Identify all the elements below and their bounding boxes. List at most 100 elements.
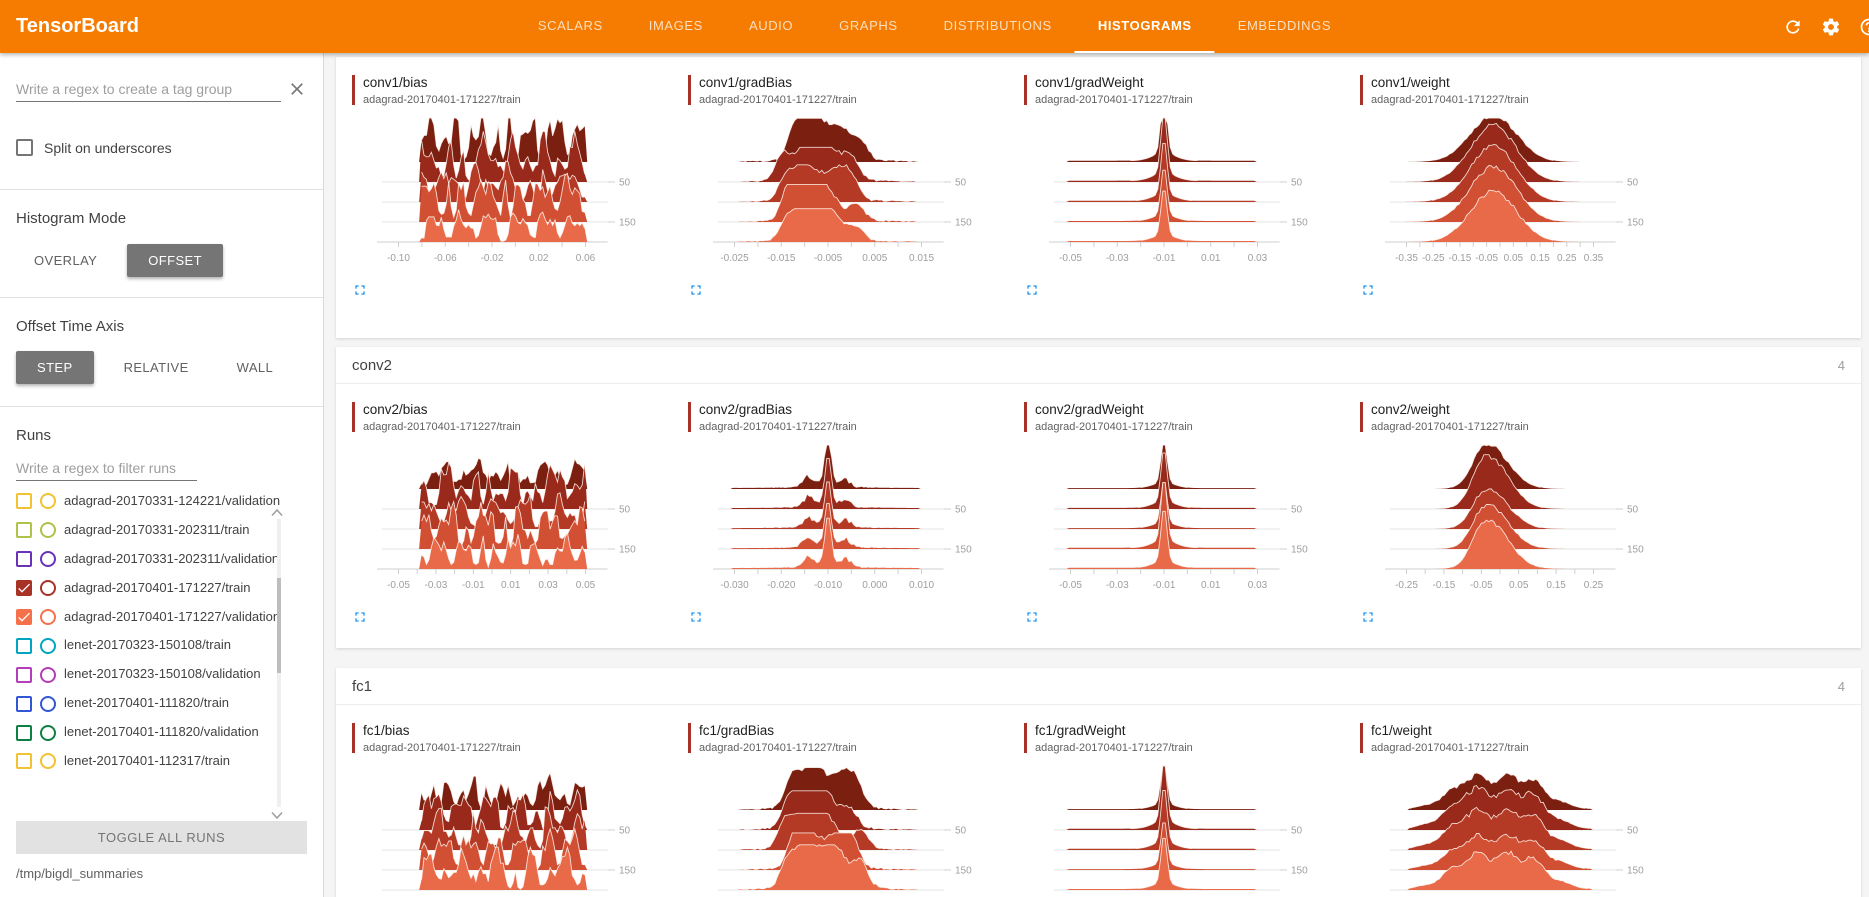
run-label: adagrad-20170331-202311/train [64, 521, 250, 537]
run-checkbox[interactable] [16, 666, 32, 683]
svg-text:0.01: 0.01 [1201, 580, 1221, 591]
svg-text:0.01: 0.01 [1201, 253, 1221, 264]
tab-images[interactable]: IMAGES [648, 18, 703, 33]
card-tag-title: conv2/gradWeight [1035, 402, 1144, 417]
tab-histograms[interactable]: HISTOGRAMS [1074, 0, 1215, 53]
expand-card-icon[interactable] [352, 609, 368, 625]
run-item[interactable]: lenet-20170401-111820/train [0, 689, 323, 718]
tab-graphs[interactable]: GRAPHS [839, 18, 898, 33]
tab-audio[interactable]: AUDIO [748, 18, 794, 33]
run-item[interactable]: adagrad-20170401-171227/validation [0, 603, 323, 632]
run-checkbox[interactable] [16, 695, 32, 712]
group-header-conv2[interactable]: conv2 4 [336, 347, 1861, 384]
run-item[interactable]: lenet-20170401-111820/validation [0, 718, 323, 747]
expand-card-icon[interactable] [352, 282, 368, 298]
runs-scrollbar-thumb[interactable] [277, 578, 281, 673]
run-item[interactable]: adagrad-20170401-171227/train [0, 574, 323, 603]
run-checkbox[interactable] [16, 609, 32, 625]
tag-group-panel: fc1 4 fc1/bias adagrad-20170401-171227/trai… [336, 668, 1861, 897]
group-header-fc1[interactable]: fc1 4 [336, 668, 1861, 705]
scroll-down-icon[interactable] [271, 811, 283, 820]
expand-card-icon[interactable] [1360, 609, 1376, 625]
run-color-circle[interactable] [40, 724, 56, 741]
run-checkbox[interactable] [16, 724, 32, 741]
toggle-all-runs-button[interactable]: TOGGLE ALL RUNS [16, 821, 307, 854]
run-color-circle[interactable] [40, 493, 56, 510]
tab-scalars[interactable]: SCALARS [537, 18, 603, 33]
run-label: adagrad-20170401-171227/validation [64, 608, 281, 624]
card-run-subtitle: adagrad-20170401-171227/train [1035, 742, 1193, 755]
relative-axis-button[interactable]: RELATIVE [106, 351, 207, 384]
run-color-circle[interactable] [40, 522, 56, 539]
run-item[interactable]: adagrad-20170331-202311/train [0, 516, 323, 545]
run-item[interactable]: lenet-20170323-150108/validation [0, 660, 323, 689]
tab-distributions[interactable]: DISTRIBUTIONS [943, 18, 1052, 33]
run-checkbox[interactable] [16, 522, 32, 539]
step-axis-button[interactable]: STEP [16, 351, 94, 384]
histogram-card-conv2-weight: conv2/weight adagrad-20170401-171227/trai… [1360, 384, 1696, 625]
group-card-count: 4 [1837, 357, 1845, 373]
help-icon[interactable] [1859, 17, 1869, 37]
card-header: fc1/weight adagrad-20170401-171227/train [1360, 723, 1696, 754]
run-color-circle[interactable] [40, 609, 56, 625]
split-underscores-label: Split on underscores [44, 139, 172, 156]
run-checkbox[interactable] [16, 493, 32, 510]
run-color-circle[interactable] [40, 637, 56, 654]
svg-text:-0.25: -0.25 [1422, 253, 1445, 264]
wall-axis-button[interactable]: WALL [219, 351, 292, 384]
run-checkbox[interactable] [16, 637, 32, 654]
histograms-dashboard: conv1/bias adagrad-20170401-171227/train 5… [324, 53, 1869, 897]
run-item[interactable]: lenet-20170401-112317/train [0, 747, 323, 776]
histogram-card-fc1-bias: fc1/bias adagrad-20170401-171227/train 50 1… [352, 705, 688, 897]
histogram-chart: 50 150 -0.05 -0.03 -0.01 0.01 0.03 [1049, 117, 1308, 264]
card-header: conv2/bias adagrad-20170401-171227/train [352, 402, 688, 433]
run-color-circle[interactable] [40, 580, 56, 597]
split-underscores-checkbox[interactable] [16, 139, 33, 156]
svg-text:-0.020: -0.020 [767, 580, 796, 591]
run-checkbox[interactable] [16, 551, 32, 568]
offset-mode-button[interactable]: OFFSET [127, 244, 223, 277]
expand-card-icon[interactable] [1024, 609, 1040, 625]
histogram-card-conv2-gradWeight: conv2/gradWeight adagrad-20170401-171227/… [1024, 384, 1360, 625]
card-run-subtitle: adagrad-20170401-171227/train [1371, 94, 1529, 107]
tab-embeddings[interactable]: EMBEDDINGS [1237, 18, 1332, 33]
run-color-circle[interactable] [40, 753, 56, 770]
scroll-up-icon[interactable] [271, 508, 283, 517]
run-item[interactable]: lenet-20170323-150108/train [0, 631, 323, 660]
histogram-chart: 50 150 -0.35 -0.25 -0.15 -0.05 0.05 0.15 0.25 0.3… [1385, 117, 1644, 264]
expand-card-icon[interactable] [688, 609, 704, 625]
svg-text:0.15: 0.15 [1530, 253, 1550, 264]
card-header: fc1/gradBias adagrad-20170401-171227/trai… [688, 723, 1024, 754]
run-checkbox[interactable] [16, 580, 32, 597]
expand-card-icon[interactable] [1024, 282, 1040, 298]
overlay-mode-button[interactable]: OVERLAY [16, 244, 115, 277]
clear-tag-filter-icon[interactable] [287, 79, 307, 99]
offset-time-axis-label: Offset Time Axis [16, 318, 125, 335]
run-color-circle[interactable] [40, 666, 56, 683]
run-color-bar [1360, 75, 1363, 105]
run-checkbox[interactable] [16, 753, 32, 770]
histogram-card-conv1-gradWeight: conv1/gradWeight adagrad-20170401-171227/… [1024, 57, 1360, 298]
run-color-circle[interactable] [40, 695, 56, 712]
expand-card-icon[interactable] [688, 282, 704, 298]
histogram-chart: 50 150 -0.030 -0.020 -0.010 0.000 0.010 [713, 444, 972, 591]
tag-filter-input[interactable] [16, 77, 281, 102]
group-name: fc1 [352, 677, 373, 695]
runs-label: Runs [16, 427, 52, 444]
run-filter-input[interactable] [16, 456, 197, 481]
histogram-chart: 50 150 [382, 771, 636, 891]
expand-card-icon[interactable] [1360, 282, 1376, 298]
histogram-card-fc1-weight: fc1/weight adagrad-20170401-171227/train 5… [1360, 705, 1696, 897]
svg-text:50: 50 [619, 178, 631, 189]
run-color-circle[interactable] [40, 551, 56, 568]
refresh-icon[interactable] [1783, 17, 1803, 37]
histogram-chart: 50 150 [718, 767, 972, 891]
svg-text:-0.05: -0.05 [387, 580, 410, 591]
run-color-bar [688, 402, 691, 432]
split-underscores-option[interactable]: Split on underscores [16, 139, 307, 156]
run-item[interactable]: adagrad-20170331-124221/validation [0, 487, 323, 516]
histogram-card-conv1-bias: conv1/bias adagrad-20170401-171227/train 5… [352, 57, 688, 298]
settings-icon[interactable] [1821, 17, 1841, 37]
run-item[interactable]: adagrad-20170331-202311/validation [0, 545, 323, 574]
svg-text:0.05: 0.05 [1504, 253, 1524, 264]
